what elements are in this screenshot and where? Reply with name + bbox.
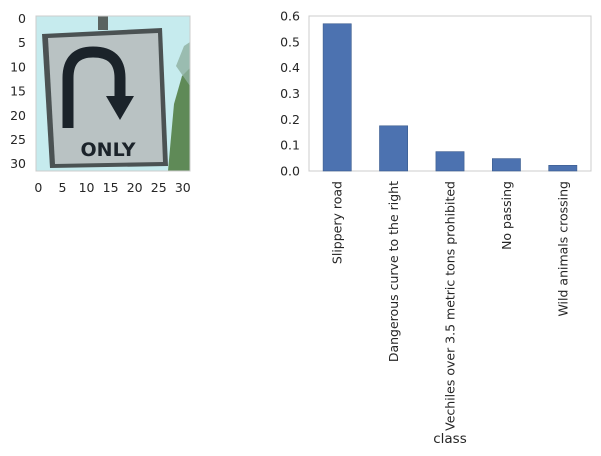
sign-only-text: ONLY [81,139,136,161]
bars [322,23,578,172]
sign-pole [98,16,108,30]
bar-chart: 0.0 0.1 0.2 0.3 0.4 0.5 0.6 Slippery road Dange… [280,9,592,447]
y-tick-label: 0.2 [280,112,300,127]
y-tick-label: 0.5 [280,34,300,49]
image-y-tick-label: 0 [18,11,26,26]
bar [491,158,521,172]
y-tick-label: 0.1 [280,138,300,153]
sign-image-panel: ONLY 0 5 10 15 20 25 30 0 5 10 15 20 25 30 [10,11,191,195]
y-tick-label: 0.4 [280,60,300,75]
image-y-tick-label: 30 [10,156,26,171]
image-x-tick-label: 30 [175,180,191,195]
y-tick-label: 0.0 [280,164,300,179]
image-x-tick-label: 5 [58,180,66,195]
image-y-tick-label: 5 [18,35,26,50]
image-x-tick-label: 10 [79,180,95,195]
y-tick-label: 0.6 [280,9,300,24]
image-y-tick-label: 25 [10,132,26,147]
image-y-tick-label: 15 [10,84,26,99]
x-tick-label: No passing [499,181,514,250]
x-tick-label: Wild animals crossing [555,181,570,317]
x-tick-label: Dangerous curve to the right [386,181,401,362]
x-axis-label: class [433,431,467,447]
arrow-head-icon [106,96,134,120]
bar [435,151,465,172]
image-x-tick-label: 0 [34,180,42,195]
foliage-highlight [176,42,190,86]
image-x-tick-label: 15 [103,180,119,195]
u-turn-arrow-icon [62,46,126,128]
x-tick-label: Vechiles over 3.5 metric tons prohibited [443,181,458,431]
plot-frame [308,15,592,172]
x-tick-label: Slippery road [330,181,345,264]
image-y-tick-label: 10 [10,59,26,74]
bar [322,23,352,172]
image-x-tick-label: 20 [127,180,143,195]
image-y-ticks: 0 5 10 15 20 25 30 [10,11,26,171]
image-x-ticks: 0 5 10 15 20 25 30 [34,180,190,195]
y-axis-ticks: 0.0 0.1 0.2 0.3 0.4 0.5 0.6 [280,9,300,179]
image-frame [35,15,191,172]
foliage [168,68,190,171]
y-tick-label: 0.3 [280,86,300,101]
image-y-tick-label: 20 [10,108,26,123]
u-turn-only-sign-image: ONLY [36,16,190,171]
x-axis-ticks: Slippery road Dangerous curve to the righ… [330,181,571,431]
bar [379,125,409,172]
image-x-tick-label: 25 [151,180,167,195]
bar [548,165,578,172]
sign-face [48,33,163,164]
